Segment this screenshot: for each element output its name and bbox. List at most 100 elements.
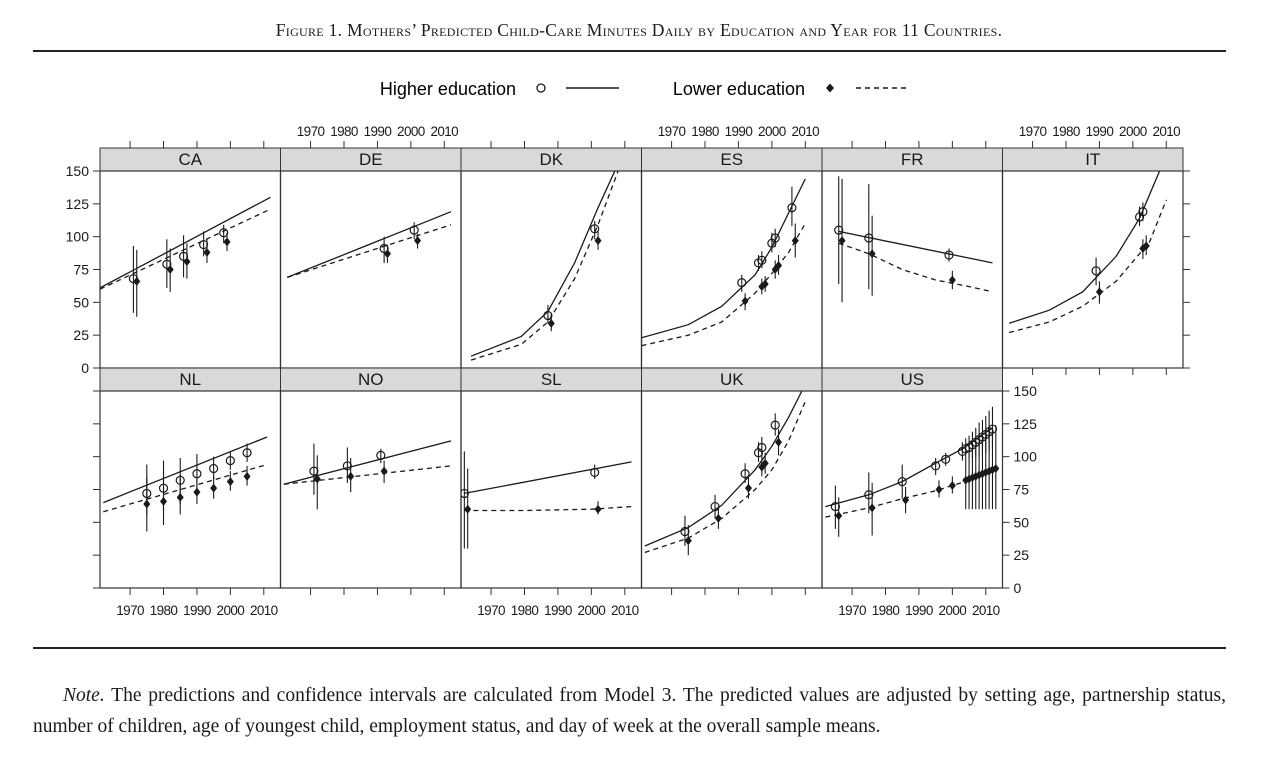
y-tick-label: 125 — [66, 196, 90, 212]
series-line-lower — [287, 224, 452, 279]
panel-fr: FR — [821, 141, 1004, 369]
panel-frame — [640, 390, 823, 589]
panel-label: UK — [720, 370, 744, 389]
point-lower — [313, 474, 321, 484]
x-tick-label: 2000 — [217, 603, 245, 618]
panel-us: US 1970 1980 1990 2000 2010 0 25 50 75 100 125 150 — [821, 367, 1038, 618]
legend: Higher education Lower education — [380, 79, 908, 99]
panel-data — [644, 391, 806, 556]
legend-marker-lower — [826, 83, 834, 93]
panel-es: ES 1970 1980 1990 2000 2010 — [640, 124, 823, 369]
point-higher — [770, 233, 780, 243]
point-lower — [935, 485, 943, 494]
point-higher — [864, 233, 874, 243]
x-tick-label: 2000 — [578, 603, 606, 618]
panel-it: IT 1970 1980 1990 2000 2010 — [1001, 124, 1190, 375]
y-tick-label: 50 — [1014, 514, 1030, 530]
panel-label: US — [900, 370, 924, 389]
panel-sl: SL 1970 1980 1990 2000 2010 — [460, 367, 643, 618]
x-tick-label: 2010 — [611, 603, 639, 618]
x-tick-label: 1970 — [1019, 124, 1047, 139]
x-tick-label: 1970 — [116, 603, 144, 618]
y-tick-label: 50 — [73, 294, 89, 310]
point-higher — [1091, 266, 1101, 276]
point-lower — [203, 247, 211, 257]
point-higher — [787, 203, 797, 213]
point-lower — [744, 483, 752, 493]
point-lower — [868, 249, 876, 259]
y-tick-label: 25 — [73, 327, 89, 343]
y-tick-label: 75 — [1014, 482, 1030, 498]
legend-label-higher: Higher education — [380, 79, 516, 99]
series-line-higher — [825, 427, 993, 508]
point-lower — [741, 296, 749, 306]
series-line-higher — [838, 230, 993, 264]
x-tick-label: 1990 — [544, 603, 572, 618]
series-line-lower — [825, 466, 993, 518]
panel-nl: NL 1970 1980 1990 2000 2010 — [93, 367, 282, 618]
y-tick-label: 25 — [1014, 547, 1030, 563]
point-higher — [1138, 207, 1148, 217]
series-line-higher — [103, 436, 268, 504]
point-higher — [680, 526, 690, 537]
point-lower — [1142, 241, 1150, 251]
point-higher — [242, 448, 252, 458]
point-higher — [342, 461, 352, 471]
point-lower — [210, 483, 218, 493]
figure-title: Figure 1. Mothers’ Predicted Child-Care … — [275, 20, 1003, 40]
x-tick-label: 2000 — [939, 603, 967, 618]
point-higher — [178, 251, 189, 261]
point-higher — [710, 501, 720, 512]
panel-dk: DK — [460, 141, 643, 369]
panel-data — [461, 451, 632, 549]
panel-frame — [279, 390, 462, 589]
point-lower — [383, 249, 391, 259]
x-tick-label: 2010 — [972, 603, 1000, 618]
panel-data — [1008, 171, 1167, 334]
note-text: The predictions and confidence intervals… — [33, 684, 1226, 737]
point-lower — [775, 437, 783, 447]
point-higher — [941, 454, 951, 464]
point-lower — [791, 236, 799, 246]
point-lower — [992, 463, 1000, 473]
point-higher — [543, 310, 553, 321]
panel-label: DK — [539, 150, 563, 169]
series-line-lower — [103, 463, 268, 513]
point-higher — [219, 228, 229, 238]
x-tick-label: 1970 — [297, 124, 325, 139]
point-lower — [166, 265, 174, 274]
y-tick-label: 75 — [73, 262, 89, 278]
point-lower — [464, 504, 472, 514]
series-line-higher — [100, 196, 271, 289]
legend-label-lower: Lower education — [673, 79, 805, 99]
point-higher — [737, 278, 747, 288]
point-lower — [160, 496, 168, 506]
point-lower — [761, 458, 769, 468]
panel-label: IT — [1085, 150, 1100, 169]
y-tick-label: 125 — [1014, 416, 1038, 432]
x-tick-label: 1980 — [330, 124, 358, 139]
series-line-higher — [641, 178, 806, 339]
y-tick-label: 0 — [1014, 580, 1022, 596]
x-tick-label: 2010 — [430, 124, 458, 139]
point-lower — [133, 276, 141, 286]
point-lower — [594, 504, 602, 514]
x-tick-label: 1980 — [511, 603, 539, 618]
point-lower — [223, 237, 231, 247]
x-tick-label: 2010 — [791, 124, 819, 139]
panel-uk: UK — [640, 367, 823, 595]
panel-de: DE 1970 1980 1990 2000 2010 — [279, 124, 462, 369]
x-tick-label: 1990 — [905, 603, 933, 618]
panel-data — [641, 178, 806, 347]
point-lower — [594, 236, 602, 246]
point-higher — [162, 259, 172, 269]
series-line-lower — [464, 505, 632, 512]
point-higher — [931, 461, 941, 471]
point-higher — [830, 501, 840, 512]
point-higher — [834, 225, 844, 235]
panel-label: SL — [541, 370, 562, 389]
point-higher — [590, 224, 600, 234]
panel-ca: CA 0 25 50 75 100 125 150 — [66, 141, 282, 376]
panel-data — [100, 196, 271, 317]
x-tick-label: 1970 — [658, 124, 686, 139]
